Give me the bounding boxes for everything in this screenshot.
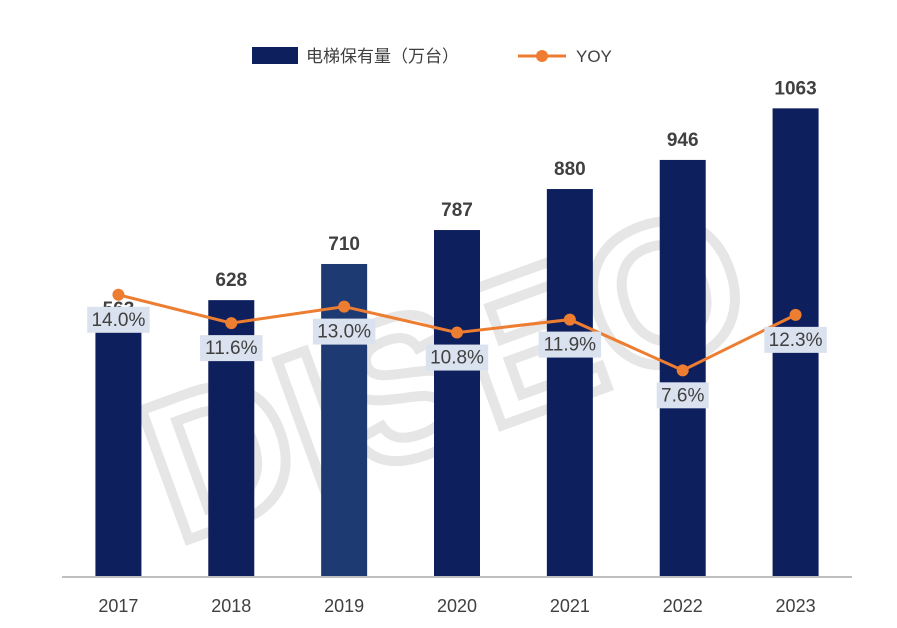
bar-2019 [321,263,368,577]
yoy-label-2019: 13.0% [317,322,371,343]
x-tick-label-2017: 2017 [98,596,138,616]
yoy-label-box-2022 [656,382,709,409]
yoy-point-2018 [225,317,238,330]
yoy-point-2017 [112,288,125,301]
yoy-label-2022: 7.6% [661,385,704,406]
yoy-point-2019 [338,300,351,313]
legend-bar-label: 电梯保有量（万台） [306,47,459,66]
bar-value-label-2018: 628 [215,270,247,291]
bar-value-label-2019: 710 [328,234,360,255]
bar-value-label-2023: 1063 [774,78,816,99]
yoy-line-series [112,288,802,377]
x-tick-label-2023: 2023 [776,596,816,616]
legend-bar-swatch [252,47,298,64]
legend-line-label: YOY [576,47,612,66]
yoy-label-2021: 11.9% [544,335,597,356]
yoy-label-box-2020 [425,344,489,371]
bar-value-label-2022: 946 [667,130,699,151]
x-tick-label-2022: 2022 [663,596,703,616]
x-tick-label-2018: 2018 [211,596,251,616]
yoy-label-2018: 11.6% [205,338,258,359]
legend: 电梯保有量（万台） YOY [252,47,612,66]
x-axis: 2017 2018 2019 2020 2021 2022 2023 [62,576,852,616]
yoy-label-box-2017 [87,306,150,333]
x-tick-label-2021: 2021 [550,596,590,616]
yoy-point-2023 [789,308,802,321]
bar-2017 [95,328,142,577]
legend-line-marker [536,50,548,62]
yoy-label-box-2019 [312,318,376,345]
yoy-label-box-2023 [764,326,827,353]
bar-value-label-2020: 787 [441,200,473,221]
bar-value-label-2021: 880 [554,159,586,180]
yoy-label-2020: 10.8% [430,348,484,369]
x-tick-label-2019: 2019 [324,596,364,616]
yoy-label-box-2018 [200,335,263,362]
bar-2021 [546,189,593,577]
yoy-point-2021 [563,313,576,326]
yoy-label-2017: 14.0% [91,310,145,331]
yoy-label-2023: 12.3% [769,330,823,351]
yoy-point-2020 [451,326,463,339]
bar-2020 [434,230,480,577]
yoy-label-box-2021 [538,331,602,358]
yoy-point-2022 [676,364,689,377]
yoy-value-labels: 14.0% 11.6% 13.0% 10.8% 11.9% 7.6% 12.3% [87,306,827,409]
x-tick-label-2020: 2020 [437,596,477,616]
